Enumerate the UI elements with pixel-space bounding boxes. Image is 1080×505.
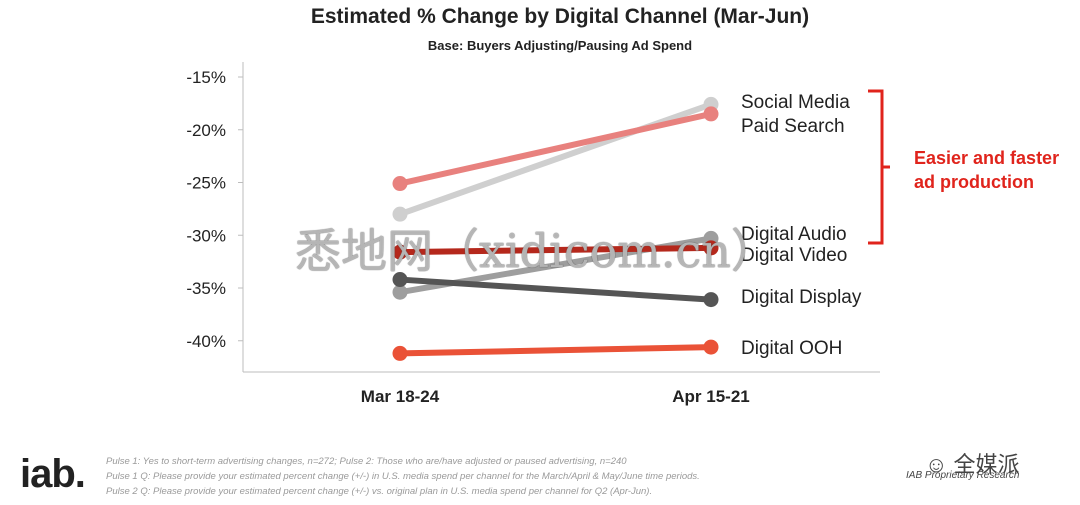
data-point [392,345,408,361]
data-point [392,272,408,288]
series-digital-display [392,272,719,308]
y-tick-label: -15% [186,68,226,87]
chart-title: Estimated % Change by Digital Channel (M… [310,5,810,28]
data-point [392,176,408,192]
data-point [703,240,719,256]
x-tick-label: Mar 18-24 [361,387,440,406]
annotation-text: Easier and faster [914,148,1059,168]
brand-text: 全媒派 [953,452,1020,477]
series-social-media [392,96,719,222]
data-point [392,284,408,300]
series-label: Digital Display [741,287,862,308]
footnote-2: Pulse 1 Q: Please provide your estimated… [106,471,700,482]
data-point [703,292,719,308]
y-tick-label: -40% [186,332,226,351]
footnote-1: Pulse 1: Yes to short-term advertising c… [106,456,627,467]
data-point [392,244,408,260]
iab-logo: iab. [20,452,86,497]
series-lines [392,96,719,361]
series-label: Social Media [741,92,850,113]
series-label: Paid Search [741,116,845,137]
series-line [397,344,714,357]
y-tick-label: -25% [186,174,226,193]
annotation-bracket [868,89,890,245]
series-digital-ooh [392,339,719,361]
logo-text: iab. [20,452,86,496]
footnote-3: Pulse 2 Q: Please provide your estimated… [106,486,653,497]
series-line [397,276,714,303]
y-tick-label: -20% [186,121,226,140]
brand-watermark: ☺ 全媒派 [925,447,1019,479]
annotation-text: ad production [914,172,1034,192]
series-label: Digital Video [741,245,847,266]
series-line [397,101,714,218]
data-point [703,106,719,122]
proprietary-label: IAB Proprietary Research [906,470,1020,481]
y-tick-label: -30% [186,226,226,245]
annotation: Easier and faster ad production [868,89,1059,245]
y-ticks: -15% -20% -25% -30% -35% -40% [186,68,243,351]
axes [242,62,880,373]
series-line [397,244,714,256]
series-label: Digital Audio [741,224,847,245]
series-digital-video [392,240,719,260]
wechat-icon: ☺ [925,452,948,477]
series-line [397,110,714,187]
series-paid-search [392,106,719,192]
x-tick-label: Apr 15-21 [672,387,749,406]
y-tick-label: -35% [186,279,226,298]
data-point [703,339,719,355]
data-point [392,206,408,222]
chart-subtitle: Base: Buyers Adjusting/Pausing Ad Spend [427,38,693,53]
footnotes: Pulse 1: Yes to short-term advertising c… [106,454,700,499]
series-label: Digital OOH [741,338,842,359]
x-ticks: Mar 18-24 Apr 15-21 [361,387,750,406]
